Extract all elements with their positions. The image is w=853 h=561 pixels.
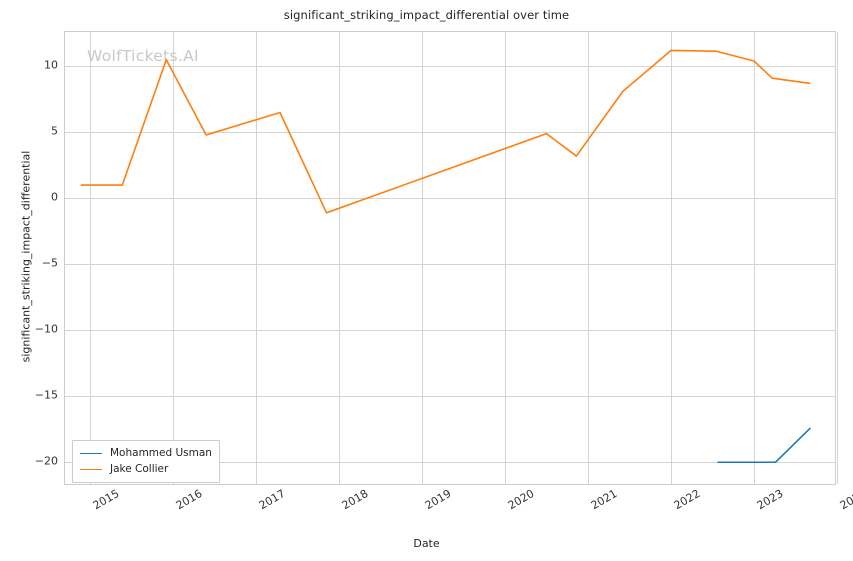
watermark-text: WolfTickets.AI [87, 47, 199, 65]
gridline-horizontal [65, 396, 835, 397]
legend-item: Mohammed Usman [80, 445, 212, 461]
plot-area: WolfTickets.AI [64, 31, 838, 485]
x-axis-ticks: 2015 2016 2017 2018 2019 2020 2021 2022 2023 2024 [64, 487, 853, 537]
y-tick-label: 10 [44, 58, 58, 72]
legend-swatch-line-icon [80, 468, 102, 470]
y-axis-label: significant_striking_impact_differential [19, 150, 33, 363]
gridline-vertical [339, 32, 340, 484]
x-tick-label: 2022 [671, 487, 703, 513]
y-tick-label: −10 [34, 322, 58, 336]
x-tick-label: 2021 [588, 487, 620, 513]
gridline-horizontal [65, 462, 835, 463]
legend-swatch-line-icon [80, 452, 102, 454]
y-tick-label: −5 [41, 256, 58, 270]
y-tick-label: 5 [51, 124, 58, 138]
x-tick-label: 2020 [505, 487, 537, 513]
series-lines [80, 49, 812, 464]
x-tick-label: 2024 [837, 487, 853, 513]
gridline-vertical [90, 32, 91, 484]
gridline-vertical [671, 32, 672, 484]
gridline-vertical [505, 32, 506, 484]
gridline-vertical [588, 32, 589, 484]
gridline-vertical [173, 32, 174, 484]
y-tick-label: 0 [51, 190, 58, 204]
legend-item-label: Mohammed Usman [110, 447, 212, 459]
gridline-horizontal [65, 330, 835, 331]
gridline-horizontal [65, 132, 835, 133]
gridline-vertical [837, 32, 838, 484]
x-tick-label: 2018 [339, 487, 371, 513]
x-tick-label: 2023 [754, 487, 786, 513]
gridline-horizontal [65, 198, 835, 199]
x-tick-label: 2019 [422, 487, 454, 513]
legend-item-label: Jake Collier [110, 463, 169, 475]
x-tick-label: 2015 [90, 487, 122, 513]
x-tick-label: 2017 [256, 487, 288, 513]
series-line [717, 427, 812, 464]
y-tick-label: −15 [34, 388, 58, 402]
gridline-vertical [754, 32, 755, 484]
series-line [80, 49, 811, 214]
gridline-horizontal [65, 66, 835, 67]
gridline-vertical [256, 32, 257, 484]
y-axis-ticks: 10 5 0 −5 −10 −15 −20 [16, 31, 58, 485]
x-axis-label: Date [413, 537, 440, 550]
gridline-vertical [422, 32, 423, 484]
legend-item: Jake Collier [80, 461, 212, 477]
chart-legend[interactable]: Mohammed Usman Jake Collier [72, 440, 220, 483]
y-tick-label: −20 [34, 454, 58, 468]
x-tick-label: 2016 [173, 487, 205, 513]
chart-title: significant_striking_impact_differential… [283, 8, 570, 22]
gridline-horizontal [65, 264, 835, 265]
